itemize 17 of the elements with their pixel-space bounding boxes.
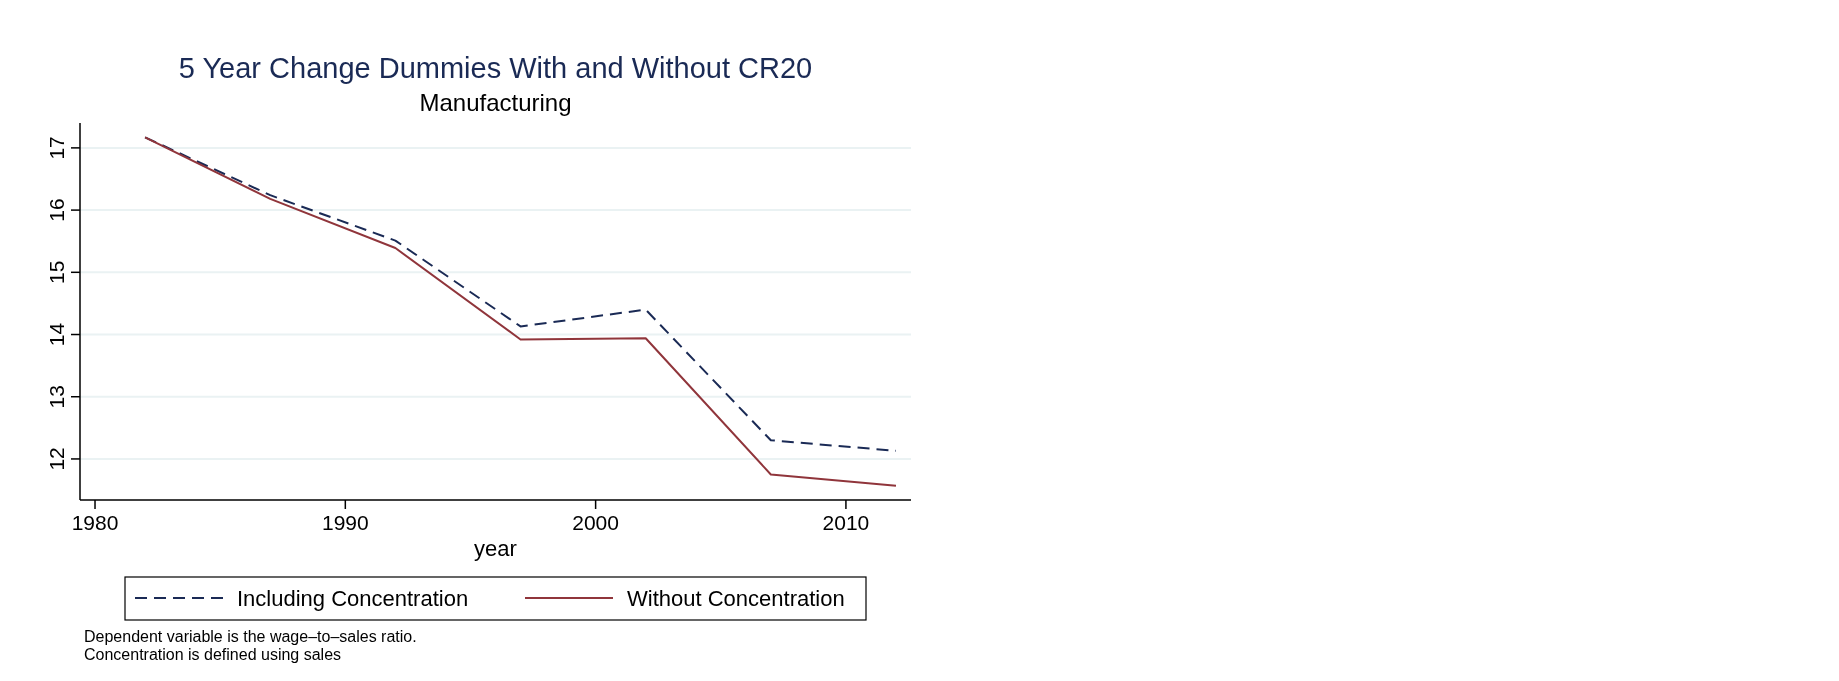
y-tick-label: 16 [45, 198, 68, 222]
chart-title: 5 Year Change Dummies With and Without CR20 [178, 52, 813, 84]
x-axis-title: year [474, 536, 517, 561]
y-tick-label: 14 [45, 322, 68, 347]
x-tick-label: 2010 [822, 511, 870, 534]
legend-label: Without Concentration [627, 586, 845, 611]
text: Dependent variable is the wage–to–sales ratio. [84, 628, 417, 645]
y-tick-label: 15 [45, 260, 68, 284]
chart-subtitle: Manufacturing [419, 89, 572, 116]
text: Concentration is defined using sales [84, 646, 342, 663]
y-tick-label: 13 [45, 385, 68, 409]
x-tick-label: 1990 [321, 511, 369, 534]
legend-label: Including Concentration [237, 586, 469, 611]
x-tick-label: 1980 [71, 511, 119, 534]
x-tick-label: 2000 [572, 511, 619, 534]
y-tick-label: 17 [45, 136, 68, 160]
y-tick-label: 12 [45, 447, 68, 471]
